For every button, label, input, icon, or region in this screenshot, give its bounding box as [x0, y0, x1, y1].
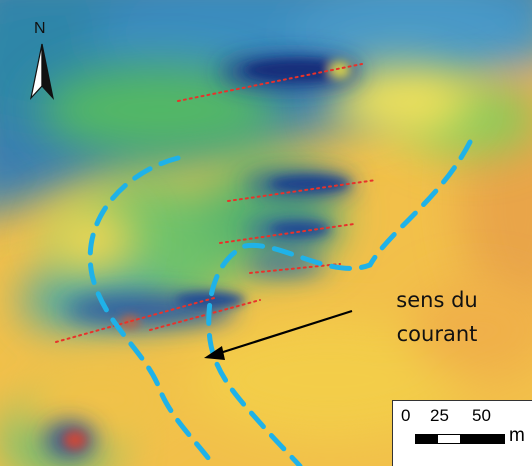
- scale-unit: m: [509, 425, 525, 446]
- current-boundary-west: [87, 155, 217, 466]
- current-annotation-line2: courant: [396, 322, 478, 346]
- current-direction-arrow-icon: [204, 309, 353, 360]
- crest-line: [177, 63, 363, 102]
- crest-line: [227, 179, 377, 202]
- scale-tick-25: 25: [430, 406, 449, 425]
- crest-line: [149, 299, 261, 331]
- crest-lines: [55, 63, 377, 343]
- north-arrow-icon: [29, 43, 55, 101]
- scale-bar: 0 25 50 m: [392, 400, 532, 466]
- scale-tick-50: 50: [472, 406, 491, 425]
- scale-bar-graphic: [415, 434, 505, 444]
- current-boundary-east: [206, 139, 473, 466]
- crest-line: [219, 223, 355, 244]
- north-label: N: [34, 20, 46, 37]
- current-annotation-line1: sens du: [396, 288, 478, 312]
- scale-tick-0: 0: [401, 406, 411, 425]
- current-boundaries: [87, 139, 473, 466]
